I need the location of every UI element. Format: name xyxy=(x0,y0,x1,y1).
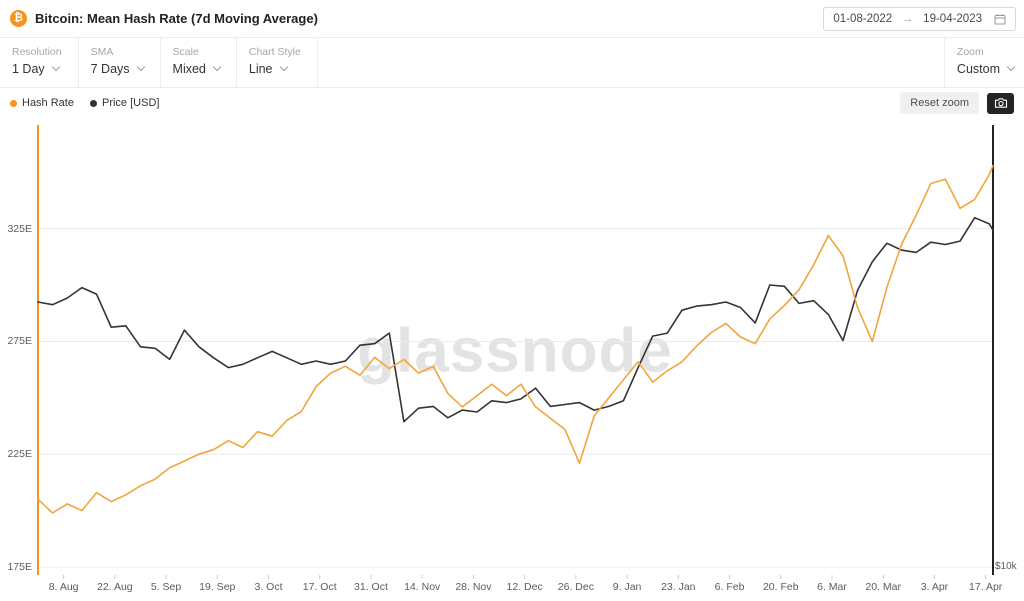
zoom-dropdown[interactable]: Zoom Custom xyxy=(943,38,1024,87)
chevron-down-icon xyxy=(136,62,145,72)
x-axis-tick-label: 28. Nov xyxy=(455,581,492,593)
reset-zoom-button[interactable]: Reset zoom xyxy=(900,92,979,114)
x-axis-tick-label: 22. Aug xyxy=(97,581,133,593)
x-axis-tick-label: 6. Mar xyxy=(817,581,847,593)
arrow-right-icon: → xyxy=(902,12,914,25)
x-axis-tick-label: 8. Aug xyxy=(48,581,79,593)
legend-label: Hash Rate xyxy=(22,97,74,109)
resolution-dropdown[interactable]: Resolution 1 Day xyxy=(0,38,79,87)
x-axis-tick-label: 26. Dec xyxy=(557,581,594,593)
chevron-down-icon xyxy=(212,62,222,72)
x-axis-tick-label: 31. Oct xyxy=(354,581,388,593)
x-axis-tick-label: 14. Nov xyxy=(404,581,441,593)
sma-dropdown[interactable]: SMA 7 Days xyxy=(79,38,161,87)
x-axis-tick-label: 5. Sep xyxy=(150,581,182,593)
y-axis-tick-label: 275E xyxy=(7,335,32,348)
camera-button[interactable] xyxy=(987,92,1014,114)
x-axis-tick-label: 9. Jan xyxy=(612,581,642,593)
page-title: Bitcoin: Mean Hash Rate (7d Moving Avera… xyxy=(35,11,318,26)
dropdown-label: SMA xyxy=(90,46,114,58)
header: ₿ Bitcoin: Mean Hash Rate (7d Moving Ave… xyxy=(0,0,1024,38)
dropdown-label: Chart Style xyxy=(248,46,301,58)
scale-dropdown[interactable]: Scale Mixed xyxy=(161,38,237,87)
x-axis-tick-label: 20. Feb xyxy=(762,581,799,593)
x-axis-tick-label: 20. Mar xyxy=(865,581,902,593)
dropdown-value: Line xyxy=(248,62,273,76)
chart-style-dropdown[interactable]: Chart Style Line xyxy=(237,38,318,87)
chart-area[interactable]: glassnode 325E 275E 225E 175E $10k 8. Aug 22. … xyxy=(0,118,1024,601)
x-axis-tick-label: 17. Apr xyxy=(969,581,1003,593)
legend-dot-price xyxy=(89,99,97,107)
dropdown-value: Mixed xyxy=(172,62,206,76)
dropdown-label: Zoom xyxy=(956,46,984,58)
date-to-field[interactable]: 19-04-2023 xyxy=(923,12,982,25)
legend-label: Price [USD] xyxy=(101,97,160,109)
x-axis-tick-label: 12. Dec xyxy=(506,581,543,593)
x-axis-tick-label: 17. Oct xyxy=(302,581,337,593)
chevron-down-icon xyxy=(279,62,288,72)
dropdown-value: 1 Day xyxy=(12,62,45,76)
dropdown-value: 7 Days xyxy=(90,62,130,76)
date-range-picker[interactable]: 01-08-2022 → 19-04-2023 xyxy=(823,6,1016,31)
glassnode-watermark: glassnode xyxy=(357,316,673,386)
camera-icon xyxy=(994,97,1008,109)
chart-canvas xyxy=(37,125,994,579)
dropdown-value: Custom xyxy=(956,62,1000,76)
x-axis-tick-label: 3. Oct xyxy=(254,581,283,593)
x-axis-tick-label: 19. Sep xyxy=(199,581,236,593)
x-axis-tick-label: 6. Feb xyxy=(714,581,745,593)
toolbar: Resolution 1 Day SMA 7 Days Scale Mixed … xyxy=(0,38,1024,88)
legend-dot-hash-rate xyxy=(10,99,17,107)
chevron-down-icon xyxy=(1006,62,1016,72)
date-from-field[interactable]: 01-08-2022 xyxy=(833,12,893,25)
legend-item-price[interactable]: Price [USD] xyxy=(89,97,160,109)
chevron-down-icon xyxy=(51,62,60,72)
y-axis-tick-label: 325E xyxy=(7,222,32,235)
calendar-icon[interactable] xyxy=(994,13,1006,25)
dropdown-label: Scale xyxy=(172,46,199,58)
y-axis-tick-label: 175E xyxy=(7,561,32,573)
x-axis-tick-label: 3. Apr xyxy=(920,581,949,593)
bitcoin-icon: ₿ xyxy=(10,10,27,27)
y-axis-tick-label: 225E xyxy=(7,448,32,461)
dropdown-label: Resolution xyxy=(12,46,62,58)
legend-bar: Hash Rate Price [USD] Reset zoom xyxy=(0,88,1024,118)
legend-item-hash-rate[interactable]: Hash Rate xyxy=(10,97,74,109)
x-axis-tick-label: 23. Jan xyxy=(661,581,696,593)
price-axis-tick-label: $10k xyxy=(995,561,1017,572)
